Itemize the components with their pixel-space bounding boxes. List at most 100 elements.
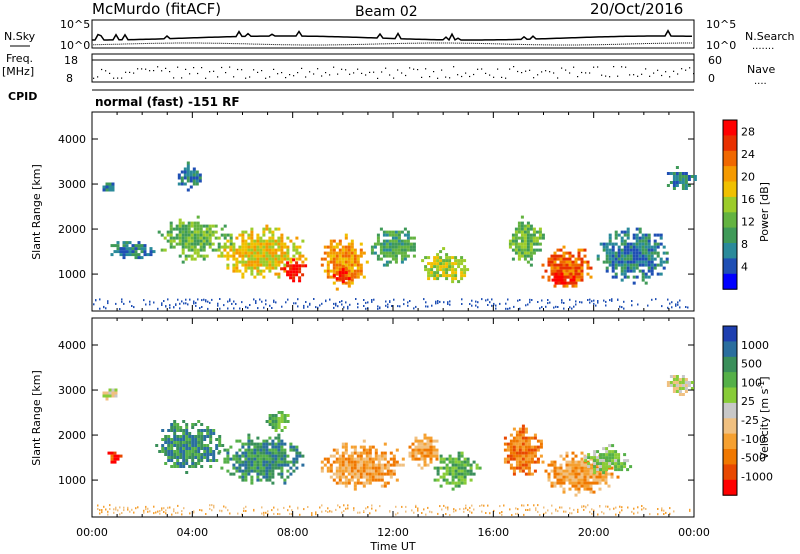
- velocity-colorbar-tick: 1000: [741, 339, 769, 352]
- velocity-colorbar-swatch: [723, 433, 737, 450]
- velocity-ytick-label: 3000: [58, 384, 86, 397]
- velocity-colorbar-label-tail: ]: [758, 376, 771, 380]
- power-colorbar-tick: 4: [741, 261, 748, 274]
- nave-tick-top: 60: [708, 54, 722, 67]
- velocity-echo-region: [408, 433, 439, 470]
- power-echo-region: [551, 272, 576, 285]
- nsearch-label: N.Search: [745, 30, 795, 43]
- nsearch-trace: [91, 42, 692, 46]
- date-title: 20/Oct/2016: [590, 0, 683, 18]
- velocity-echo-region: [102, 388, 118, 401]
- power-colorbar-tick: 20: [741, 170, 755, 183]
- power-echo-region: [177, 161, 202, 192]
- power-colorbar-swatch: [723, 227, 737, 244]
- velocity-echo-region: [503, 424, 543, 476]
- nsky-label: N.Sky: [4, 30, 36, 43]
- power-colorbar-label: Power [dB]: [758, 182, 771, 242]
- velocity-colorbar-tick: -100: [741, 433, 766, 446]
- velocity-echo-region: [217, 433, 305, 485]
- power-colorbar-tick: 16: [741, 193, 755, 206]
- power-colorbar-tick: 8: [741, 238, 748, 251]
- power-colorbar-swatch: [723, 258, 737, 275]
- nsky-trace: [92, 29, 693, 42]
- power-colorbar-tick: 12: [741, 216, 755, 229]
- freq-panel: [91, 53, 695, 83]
- power-echo-region: [541, 245, 593, 288]
- time-tick-label: 00:00: [76, 526, 108, 539]
- nave-dots: ....: [754, 76, 767, 87]
- power-ytick-label: 4000: [58, 133, 86, 146]
- power-colorbar-swatch: [723, 212, 737, 229]
- power-marks: [93, 161, 697, 310]
- power-echo-region: [157, 215, 233, 264]
- velocity-echo-region: [584, 444, 633, 475]
- power-echo-region: [102, 182, 115, 192]
- velocity-echo-region: [320, 439, 405, 491]
- velocity-colorbar: 1000 500 100 25 -25 -100 -500 -1000: [722, 325, 773, 496]
- velocity-colorbar-swatch: [723, 356, 737, 373]
- velocity-colorbar-tick: 100: [741, 376, 762, 389]
- velocity-echo-region: [107, 451, 123, 464]
- velocity-ylabel: Slant Range [km]: [30, 370, 43, 466]
- nsearch-tick-top: 10^5: [706, 18, 736, 31]
- velocity-ground-scatter: [97, 504, 691, 516]
- power-colorbar-swatch: [723, 181, 737, 198]
- power-ytick-label: 3000: [58, 178, 86, 191]
- power-colorbar-swatch: [723, 243, 737, 259]
- power-echo-region: [596, 227, 669, 285]
- nsearch-dots: .......: [752, 41, 774, 52]
- power-colorbar-tick: 24: [741, 148, 755, 161]
- velocity-colorbar-tick: -500: [741, 452, 766, 465]
- velocity-ytick-label: 4000: [58, 339, 86, 352]
- velocity-colorbar-swatch: [723, 464, 737, 481]
- nave-label: Nave: [747, 63, 775, 76]
- power-echo-region: [370, 227, 416, 267]
- power-colorbar: 4 8 12 16 20 24 28: [722, 119, 755, 290]
- power-ytick-label: 2000: [58, 223, 86, 236]
- velocity-colorbar-swatch: [723, 387, 737, 404]
- power-echo-region: [508, 215, 545, 267]
- power-colorbar-swatch: [723, 166, 737, 182]
- nsearch-tick-bottom: 10^0: [706, 39, 736, 52]
- velocity-colorbar-tick: -25: [741, 414, 759, 427]
- power-colorbar-swatch: [723, 196, 737, 213]
- velocity-colorbar-swatch: [723, 341, 737, 358]
- cpid-value: normal (fast) -151 RF: [95, 95, 240, 109]
- freq-tick-bottom: 8: [66, 72, 73, 85]
- velocity-colorbar-tick: -1000: [741, 470, 773, 483]
- velocity-axes: 1000 2000 3000 4000: [58, 318, 695, 517]
- freq-tick-top: 18: [64, 54, 78, 67]
- noise-traces: [91, 29, 693, 46]
- power-panel-frame: [91, 111, 695, 312]
- power-ytick-label: 1000: [58, 268, 86, 281]
- noise-panel: [91, 19, 695, 49]
- xaxis-title: Time UT: [369, 540, 415, 553]
- velocity-echo-region: [666, 375, 694, 396]
- velocity-colorbar-tick: 500: [741, 358, 762, 371]
- velocity-ytick-label: 1000: [58, 474, 86, 487]
- power-echo-region: [421, 247, 470, 284]
- power-colorbar-swatch: [723, 120, 737, 136]
- velocity-colorbar-swatch: [723, 479, 737, 496]
- time-tick-label: 16:00: [477, 526, 509, 539]
- cpid-label: CPID: [8, 90, 37, 103]
- power-axes: 1000 2000 3000 4000: [58, 112, 695, 311]
- time-tick-label: 04:00: [176, 526, 208, 539]
- velocity-colorbar-swatch: [723, 326, 737, 342]
- station-title: McMurdo (fitACF): [92, 0, 221, 18]
- nsky-tick-bottom: 10^0: [60, 39, 90, 52]
- time-tick-label: 12:00: [377, 526, 409, 539]
- velocity-colorbar-swatch: [723, 449, 737, 465]
- freq-unit: [MHz]: [2, 65, 34, 78]
- velocity-colorbar-swatch: [723, 402, 737, 419]
- nsky-tick-top: 10^5: [60, 18, 90, 31]
- time-tick-label: 00:00: [678, 526, 710, 539]
- velocity-ytick-label: 2000: [58, 429, 86, 442]
- velocity-colorbar-tick: 25: [741, 395, 755, 408]
- power-echo-region: [666, 166, 697, 190]
- velocity-echo-region: [433, 451, 482, 491]
- power-echo-region: [110, 241, 156, 260]
- freq-traces: [92, 59, 695, 79]
- velocity-colorbar-swatch: [723, 418, 737, 435]
- velocity-colorbar-label-exp: -1: [757, 381, 766, 389]
